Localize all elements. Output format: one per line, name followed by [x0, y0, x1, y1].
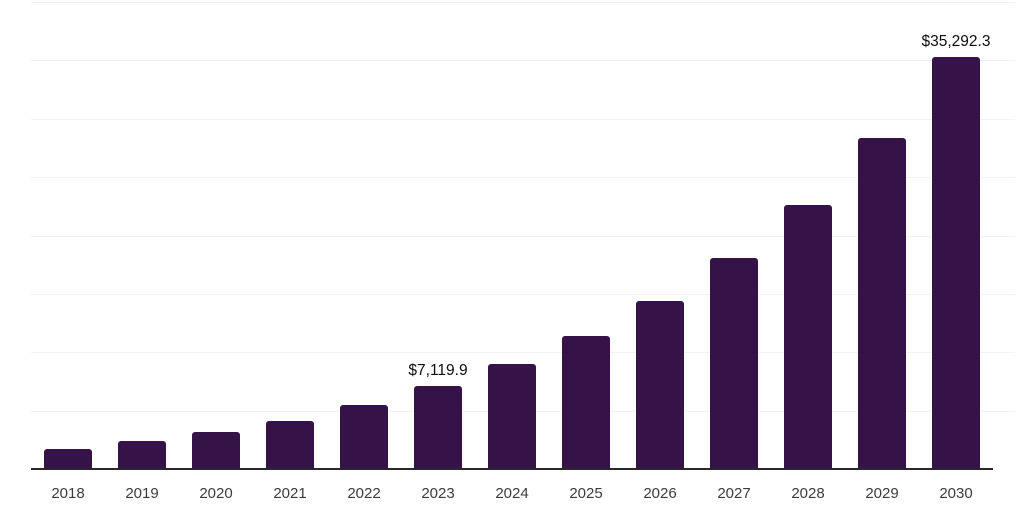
x-axis-line — [31, 468, 993, 470]
bar-slot-2022 — [327, 0, 401, 469]
bar-slot-2019 — [105, 0, 179, 469]
bar-value-label-2023: $7,119.9 — [408, 362, 468, 379]
bar-2026 — [636, 301, 684, 469]
bar-slot-2029 — [845, 0, 919, 469]
x-tick-label-2019: 2019 — [125, 485, 159, 502]
bar-2029 — [858, 138, 906, 469]
bar-2027 — [710, 258, 758, 469]
x-tick-label-2020: 2020 — [199, 485, 233, 502]
x-tick-label-2025: 2025 — [569, 485, 603, 502]
bar-2020 — [192, 432, 240, 469]
bar-2018 — [44, 449, 92, 469]
bar-2019 — [118, 441, 166, 469]
bar-slot-2020 — [179, 0, 253, 469]
bar-2023 — [414, 386, 462, 469]
bar-slot-2027 — [697, 0, 771, 469]
bar-slot-2025 — [549, 0, 623, 469]
x-tick-label-2027: 2027 — [717, 485, 751, 502]
x-tick-label-2018: 2018 — [51, 485, 85, 502]
bar-slot-2026 — [623, 0, 697, 469]
bar-slot-2021 — [253, 0, 327, 469]
bar-slot-2018 — [31, 0, 105, 469]
x-tick-label-2023: 2023 — [421, 485, 455, 502]
bar-slot-2028 — [771, 0, 845, 469]
x-tick-label-2024: 2024 — [495, 485, 529, 502]
x-axis-labels: 2018 2019 2020 2021 2022 2023 2024 2025 2026 2027… — [31, 485, 993, 503]
bar-slot-2023: $7,119.9 — [401, 0, 475, 469]
bar-2024 — [488, 364, 536, 469]
bar-2028 — [784, 205, 832, 469]
x-tick-label-2030: 2030 — [939, 485, 973, 502]
x-tick-label-2026: 2026 — [643, 485, 677, 502]
bars-area: $7,119.9 $35,292.3 — [31, 0, 993, 469]
bar-2021 — [266, 421, 314, 469]
bar-2030 — [932, 57, 980, 469]
x-tick-label-2021: 2021 — [273, 485, 307, 502]
bar-value-label-2030: $35,292.3 — [921, 33, 991, 50]
x-tick-label-2028: 2028 — [791, 485, 825, 502]
bar-2022 — [340, 405, 388, 469]
bar-2025 — [562, 336, 610, 469]
bar-slot-2024 — [475, 0, 549, 469]
bar-slot-2030: $35,292.3 — [919, 0, 993, 469]
x-tick-label-2022: 2022 — [347, 485, 381, 502]
x-tick-label-2029: 2029 — [865, 485, 899, 502]
